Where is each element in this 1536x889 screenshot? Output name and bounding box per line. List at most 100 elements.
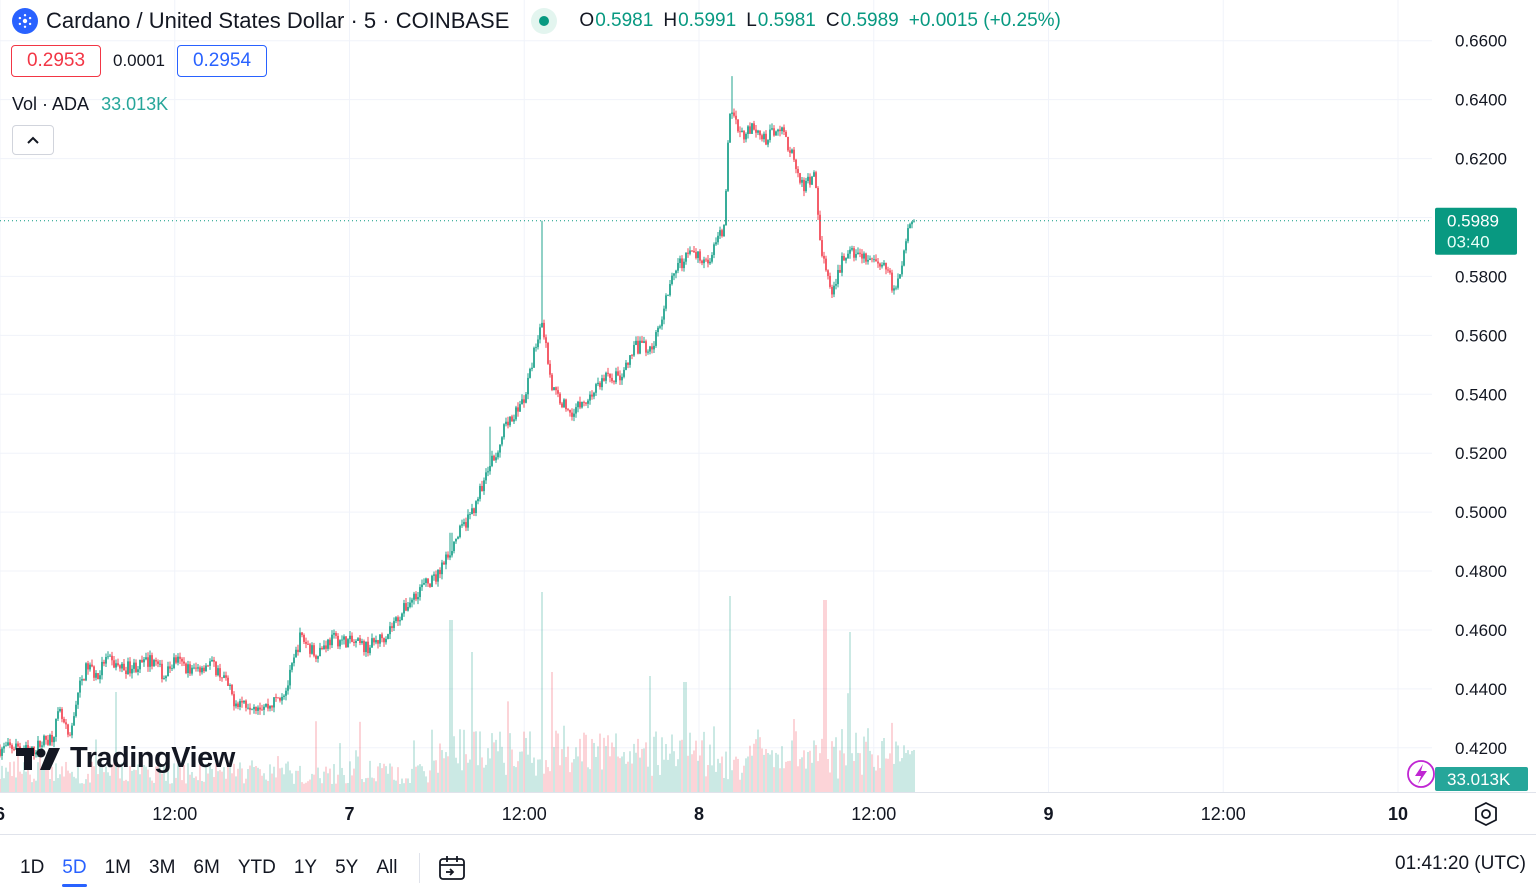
volume-bar — [817, 761, 819, 792]
candle — [317, 655, 319, 663]
volume-bar — [523, 731, 525, 792]
candle — [351, 632, 353, 643]
volume-bar — [747, 756, 749, 792]
volume-bar — [493, 742, 495, 792]
volume-bar — [149, 777, 151, 792]
volume-bar — [77, 764, 79, 792]
volume-bar — [763, 754, 765, 792]
volume-bar — [831, 741, 833, 792]
volume-bar — [563, 725, 565, 792]
candle — [127, 657, 129, 675]
volume-bar — [403, 783, 405, 792]
candle — [615, 367, 617, 385]
volume-bar — [849, 632, 851, 792]
price-axis-bg — [1432, 0, 1536, 792]
volume-bar — [821, 738, 823, 792]
candle — [499, 444, 501, 458]
volume-bar — [755, 739, 757, 792]
candle — [861, 249, 863, 264]
volume-bar — [265, 779, 267, 792]
candle — [189, 661, 191, 677]
volume-bar — [441, 750, 443, 792]
range-button-1m[interactable]: 1M — [104, 857, 131, 878]
candle — [337, 633, 339, 650]
candle — [157, 659, 159, 668]
candle — [911, 221, 913, 229]
candle — [371, 633, 373, 648]
range-button-5y[interactable]: 5Y — [335, 857, 359, 878]
volume-bar — [369, 760, 371, 792]
candle — [429, 583, 431, 588]
volume-bar — [791, 740, 793, 792]
volume-bar — [173, 763, 175, 792]
candle — [833, 281, 835, 298]
price-tick-label: 0.5200 — [1455, 444, 1507, 463]
lightning-alert-icon[interactable] — [1407, 760, 1435, 788]
volume-bar — [779, 768, 781, 792]
price-axis[interactable]: 0.6600 0.6400 0.6200 0.5800 0.5600 0.5400 0.52… — [1432, 0, 1536, 792]
last-price-marker: 0.5989 03:40 33.013K — [1407, 207, 1528, 791]
candle — [305, 637, 307, 649]
price-tick-label: 0.5800 — [1455, 267, 1507, 286]
candle — [811, 175, 813, 185]
candle — [395, 616, 397, 624]
time-axis[interactable]: 6 12:00 7 12:00 8 12:00 9 12:00 10 — [0, 801, 1497, 827]
volume-bar — [517, 761, 519, 792]
toolbar-divider — [419, 853, 421, 883]
range-button-1d[interactable]: 1D — [20, 857, 45, 878]
candle — [679, 255, 681, 269]
candle — [831, 284, 833, 298]
volume-bar — [311, 773, 313, 792]
candle — [655, 329, 657, 348]
range-button-ytd[interactable]: YTD — [237, 857, 276, 878]
candle — [57, 707, 59, 721]
tradingview-logo[interactable]: TradingView — [16, 742, 235, 775]
candle — [519, 400, 521, 413]
range-button-5d[interactable]: 5D — [62, 857, 87, 887]
go-to-date-calendar-icon[interactable] — [438, 854, 468, 882]
volume-bar — [691, 754, 693, 792]
collapse-legend-button[interactable] — [12, 125, 54, 155]
candle — [353, 639, 355, 647]
candle — [257, 705, 259, 715]
symbol-legend[interactable]: Cardano / United States Dollar · 5 · COI… — [12, 6, 1061, 36]
candle — [785, 130, 787, 138]
candle — [243, 700, 245, 705]
volume-bar — [623, 752, 625, 792]
range-button-all[interactable]: All — [376, 857, 398, 878]
chart-settings-gear-icon[interactable] — [1475, 801, 1497, 827]
volume-bar — [365, 778, 367, 792]
volume-bar — [829, 772, 831, 792]
volume-bar — [371, 777, 373, 792]
volume-bar — [913, 749, 915, 792]
candle — [173, 653, 175, 670]
volume-bar — [197, 780, 199, 792]
range-button-6m[interactable]: 6M — [193, 857, 220, 878]
volume-bar — [227, 763, 229, 792]
candle — [489, 426, 491, 475]
volume-bar — [681, 739, 683, 792]
symbol-title[interactable]: Cardano / United States Dollar · 5 · COI… — [46, 8, 510, 33]
utc-clock[interactable]: 01:41:20 (UTC) — [1395, 853, 1526, 874]
candle — [909, 222, 911, 229]
sell-button[interactable]: 0.2953 — [11, 45, 101, 77]
volume-bar — [305, 782, 307, 792]
candle — [297, 644, 299, 656]
candle — [383, 637, 385, 647]
candle — [263, 704, 265, 716]
buy-button[interactable]: 0.2954 — [177, 45, 267, 77]
volume-bar — [663, 759, 665, 792]
market-status-icon[interactable] — [531, 8, 558, 34]
range-button-1y[interactable]: 1Y — [293, 857, 318, 878]
candle — [17, 741, 19, 748]
volume-legend[interactable]: Vol · ADA 33.013K — [12, 94, 168, 115]
candle — [75, 700, 77, 718]
candle — [471, 503, 473, 515]
candle — [119, 664, 121, 672]
volume-bar — [411, 768, 413, 792]
range-button-3m[interactable]: 3M — [149, 857, 176, 878]
price-tick-label: 0.4400 — [1455, 680, 1507, 699]
volume-bar — [187, 763, 189, 792]
candle — [265, 703, 267, 708]
price-chart[interactable]: 0.6600 0.6400 0.6200 0.5800 0.5600 0.5400 0.52… — [0, 0, 1536, 834]
